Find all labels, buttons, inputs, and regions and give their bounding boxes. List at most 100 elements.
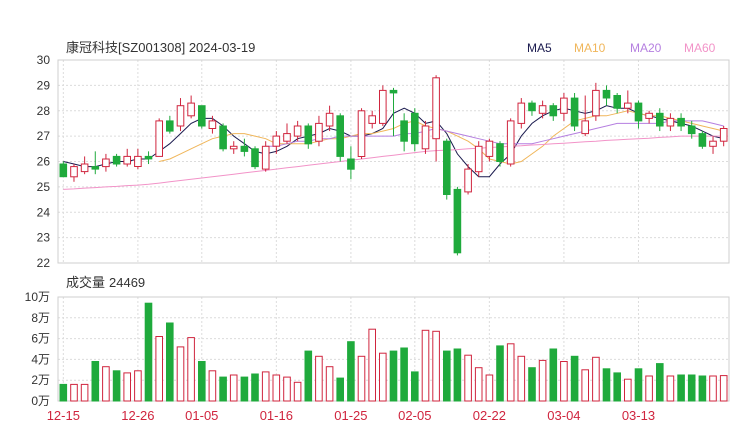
candle-body-up bbox=[485, 140, 494, 157]
candle bbox=[709, 136, 717, 154]
date-tick-label: 12-15 bbox=[47, 408, 80, 423]
candle-body-up bbox=[134, 155, 142, 167]
volume-bar-down bbox=[602, 368, 611, 402]
candle bbox=[304, 123, 313, 149]
candle bbox=[123, 148, 132, 167]
volume-bar-up bbox=[624, 378, 632, 402]
candle-body-up bbox=[581, 120, 590, 135]
volume-bar-up bbox=[581, 369, 590, 402]
volume-bar-down bbox=[198, 361, 206, 402]
candle bbox=[549, 103, 558, 121]
candle bbox=[432, 75, 440, 162]
volume-bar-down bbox=[677, 374, 685, 402]
candle-body-down bbox=[549, 105, 558, 117]
volume-bar-up bbox=[293, 381, 302, 402]
volume-bar-down bbox=[347, 341, 355, 402]
candle-body-down bbox=[687, 125, 696, 135]
candle-body-up bbox=[229, 145, 238, 150]
volume-bar-up bbox=[709, 375, 717, 402]
volume-bar-up bbox=[283, 376, 291, 402]
volume-bar-up bbox=[357, 355, 366, 402]
candle-body-up bbox=[315, 122, 323, 142]
volume-bar-down bbox=[144, 302, 153, 402]
candle bbox=[166, 115, 174, 134]
candle-body-down bbox=[112, 155, 121, 165]
candles bbox=[59, 75, 728, 256]
candle-body-down bbox=[411, 112, 419, 145]
candle-body-down bbox=[613, 95, 622, 109]
volume-tick-label: 0万 bbox=[31, 394, 50, 408]
candle-body-down bbox=[698, 133, 707, 147]
date-axis: 12-15 12-26 01-05 01-16 01-25 02-05 02-22 03-04… bbox=[47, 408, 655, 423]
candle bbox=[176, 98, 185, 132]
volume-bar-down bbox=[411, 371, 419, 402]
candle bbox=[198, 105, 206, 129]
volume-bar-down bbox=[112, 370, 121, 402]
date-tick-label: 02-22 bbox=[473, 408, 506, 423]
candle bbox=[70, 164, 78, 182]
candle-body-up bbox=[432, 77, 440, 140]
volume-axis: 10万 8万 6万 4万 2万 0万 bbox=[25, 290, 50, 408]
candle-body-up bbox=[325, 112, 334, 127]
volume-bar-down bbox=[304, 350, 313, 402]
volume-bar-down bbox=[549, 348, 558, 402]
volume-title-value: 24469 bbox=[109, 275, 145, 290]
candle bbox=[336, 113, 344, 162]
date-tick-label: 12-26 bbox=[121, 408, 154, 423]
candle-body-up bbox=[379, 89, 387, 124]
candle-body-up bbox=[645, 112, 653, 119]
volume-bar-down bbox=[336, 377, 344, 402]
ma-line-ma60 bbox=[63, 135, 724, 190]
candle bbox=[453, 186, 462, 256]
volume-bar-down bbox=[570, 355, 579, 402]
volume-tick-label: 8万 bbox=[31, 311, 50, 325]
candle bbox=[400, 113, 408, 152]
volume-bar-down bbox=[251, 373, 259, 402]
candle-body-up bbox=[123, 155, 132, 165]
candle-body-down bbox=[570, 97, 579, 127]
date-tick-label: 01-05 bbox=[185, 408, 218, 423]
candle-body-up bbox=[208, 120, 217, 130]
volume-bar-down bbox=[613, 372, 622, 402]
candle bbox=[144, 151, 153, 165]
candle-body-down bbox=[400, 120, 408, 142]
date-tick-label: 01-25 bbox=[334, 408, 367, 423]
candle-body-up bbox=[272, 135, 281, 147]
candle bbox=[560, 92, 568, 121]
volume-bar-up bbox=[325, 366, 334, 402]
volume-bar-up bbox=[80, 383, 89, 402]
price-tick-label: 26 bbox=[37, 155, 51, 169]
candle bbox=[474, 141, 483, 177]
candle-body-up bbox=[464, 168, 472, 193]
candle bbox=[656, 108, 664, 132]
volume-bar-down bbox=[59, 383, 68, 402]
volume-bar-up bbox=[538, 359, 547, 402]
date-tick-label: 02-05 bbox=[398, 408, 431, 423]
volume-bar-up bbox=[379, 352, 387, 402]
date-tick-label: 03-13 bbox=[622, 408, 655, 423]
legend-ma5: MA5 bbox=[527, 41, 552, 55]
candle bbox=[91, 151, 100, 175]
candle-body-up bbox=[357, 110, 366, 158]
ma-line-ma20 bbox=[265, 120, 724, 147]
candle bbox=[357, 108, 366, 159]
volume-bar-up bbox=[506, 343, 515, 402]
candle-body-up bbox=[187, 102, 195, 117]
candle-body-down bbox=[443, 140, 451, 195]
candle-body-down bbox=[602, 89, 611, 99]
candle-body-up bbox=[506, 120, 515, 165]
volume-bar-up bbox=[592, 356, 600, 402]
price-tick-label: 30 bbox=[37, 53, 51, 67]
candle-body-up bbox=[70, 166, 78, 178]
volume-bar-up bbox=[464, 354, 472, 402]
volume-bar-down bbox=[240, 376, 249, 402]
price-tick-label: 28 bbox=[37, 104, 51, 118]
candle bbox=[613, 92, 622, 114]
candle-body-down bbox=[59, 163, 68, 178]
price-tick-label: 27 bbox=[37, 129, 51, 143]
volume-bar-down bbox=[528, 367, 536, 402]
candle-body-up bbox=[261, 145, 270, 170]
candle-body-down bbox=[677, 117, 685, 127]
volume-bar-up bbox=[134, 370, 142, 402]
